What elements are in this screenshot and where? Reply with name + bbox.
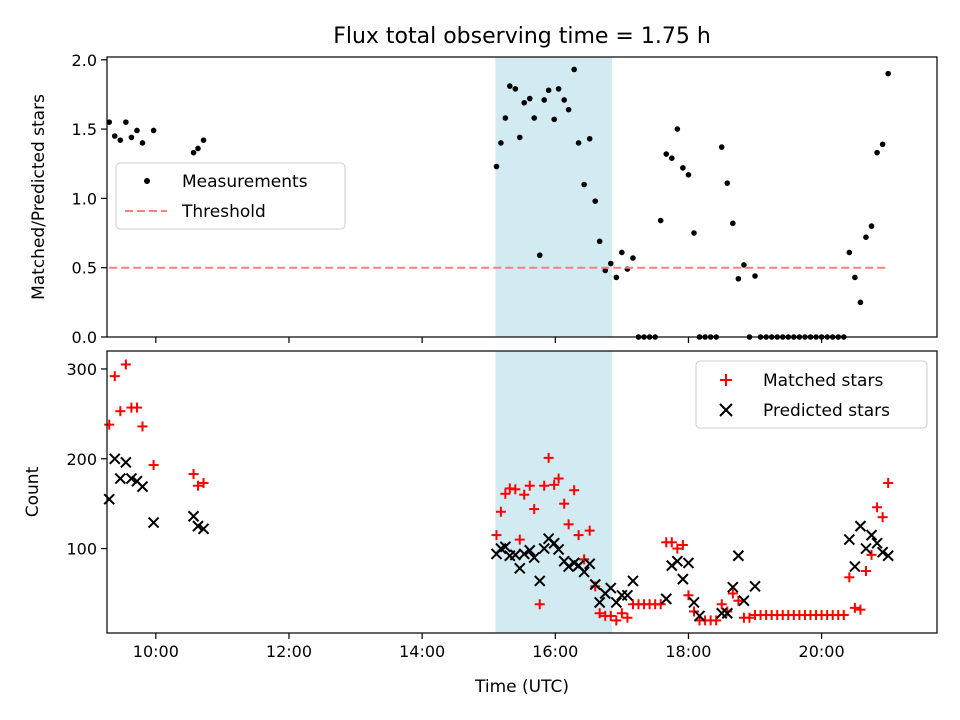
count-x-tick-label: 16:00 xyxy=(532,642,578,661)
measurement-point xyxy=(619,250,625,256)
count-y-tick-label: 200 xyxy=(66,450,97,469)
count-panel: 10:00 12:00 14:00 16:00 18:00 20:00100200300 … xyxy=(23,351,937,697)
measurement-point xyxy=(541,97,547,103)
measurement-point xyxy=(874,150,880,156)
count-x-tick-label: 12:00 xyxy=(266,642,312,661)
count-x-tick-label: 20:00 xyxy=(799,642,845,661)
figure: Flux total observing time = 1.75 h 0.0 0.… xyxy=(0,0,960,720)
measurement-point xyxy=(730,221,736,227)
measurement-point xyxy=(195,146,201,152)
measurement-point xyxy=(551,117,557,123)
measurement-point xyxy=(118,137,124,143)
measurement-point xyxy=(736,276,742,282)
measurement-point xyxy=(503,115,509,121)
count-y-tick-label: 300 xyxy=(66,360,97,379)
measurement-point xyxy=(517,135,523,141)
measurement-point xyxy=(587,136,593,142)
measurement-point xyxy=(531,115,537,121)
count-x-tick-label: 18:00 xyxy=(665,642,711,661)
measurement-point xyxy=(151,128,157,134)
measurement-point xyxy=(134,128,140,134)
ratio-y-tick-label: 0.5 xyxy=(72,259,97,278)
measurement-point xyxy=(719,144,725,150)
measurement-point xyxy=(556,86,562,92)
measurement-point xyxy=(675,126,681,132)
measurement-point xyxy=(201,137,207,143)
ratio-panel: 0.00.51.01.52.0 Matched/Predicted stars … xyxy=(29,51,937,347)
measurement-point xyxy=(597,239,603,245)
measurement-point xyxy=(724,180,730,186)
measurement-point xyxy=(614,275,620,281)
measurement-point xyxy=(686,172,692,178)
measurement-point xyxy=(527,96,533,102)
count-y-tick-label: 100 xyxy=(66,540,97,559)
measurement-point xyxy=(129,135,135,141)
ratio-y-tick-label: 1.0 xyxy=(72,189,97,208)
measurement-point xyxy=(592,198,598,204)
measurement-point xyxy=(863,234,869,240)
measurement-point xyxy=(752,273,758,279)
measurement-point xyxy=(498,140,504,146)
ratio-legend: Measurements Threshold xyxy=(116,163,345,229)
measurement-point xyxy=(630,255,636,261)
legend-measurements-marker xyxy=(144,178,150,184)
x-axis-label: Time (UTC) xyxy=(474,677,569,697)
count-x-tick-label: 10:00 xyxy=(133,642,179,661)
count-x-tick-label: 14:00 xyxy=(399,642,445,661)
measurement-point xyxy=(852,275,858,281)
measurement-point xyxy=(880,142,886,148)
legend-predicted-label: Predicted stars xyxy=(763,401,890,421)
measurement-point xyxy=(847,250,853,256)
measurement-point xyxy=(561,97,567,103)
measurement-point xyxy=(581,182,587,188)
measurement-point xyxy=(608,261,614,267)
measurement-point xyxy=(858,300,864,306)
measurement-point xyxy=(680,165,686,171)
measurement-point xyxy=(669,155,675,161)
measurement-point xyxy=(513,86,519,92)
measurement-point xyxy=(140,140,146,146)
measurement-point xyxy=(576,140,582,146)
count-y-axis-label: Count xyxy=(23,466,43,517)
measurement-point xyxy=(123,119,129,125)
measurement-point xyxy=(885,71,891,77)
ratio-y-tick-label: 0.0 xyxy=(72,328,97,347)
ratio-y-tick-label: 1.5 xyxy=(72,120,97,139)
measurement-point xyxy=(663,151,669,157)
measurement-point xyxy=(112,133,118,139)
ratio-y-axis-label: Matched/Predicted stars xyxy=(29,94,49,300)
count-legend: Matched stars Predicted stars xyxy=(696,361,927,428)
ratio-y-tick-label: 2.0 xyxy=(72,51,97,70)
measurement-point xyxy=(658,218,664,224)
measurement-point xyxy=(571,67,577,73)
ratio-shaded-span xyxy=(495,57,612,337)
measurement-point xyxy=(869,223,875,229)
measurement-point xyxy=(521,100,527,106)
legend-threshold-label: Threshold xyxy=(181,202,266,222)
measurement-point xyxy=(691,230,697,236)
legend-matched-label: Matched stars xyxy=(763,371,883,391)
legend-measurements-label: Measurements xyxy=(182,172,308,192)
measurement-point xyxy=(537,252,543,258)
measurement-point xyxy=(191,150,197,156)
measurement-point xyxy=(566,107,572,113)
measurement-point xyxy=(494,164,500,170)
measurement-point xyxy=(546,87,552,93)
chart-title: Flux total observing time = 1.75 h xyxy=(333,24,711,49)
measurement-point xyxy=(507,83,513,89)
